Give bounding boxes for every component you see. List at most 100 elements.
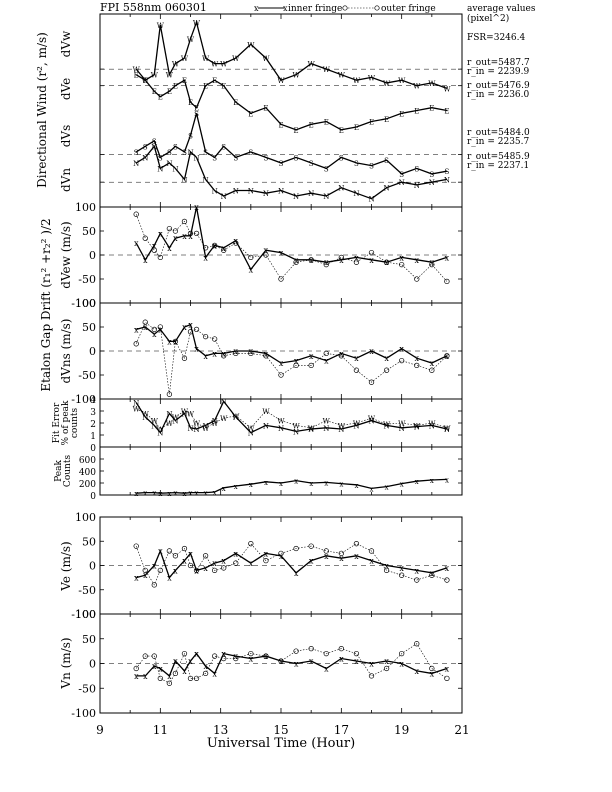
legend-inner-marker-left: x <box>254 4 259 13</box>
data-point-n: N <box>293 428 299 436</box>
data-point-inner: x <box>445 664 450 673</box>
data-point-outer <box>399 572 405 578</box>
data-point-dvn: N <box>399 179 405 187</box>
y-tick-label: 0 <box>90 444 96 454</box>
data-point-dve: E <box>194 105 199 113</box>
data-point-inner: x <box>188 657 193 666</box>
data-point-w: W <box>262 408 270 416</box>
data-point-outer <box>293 545 299 552</box>
data-point-w: W <box>353 420 361 428</box>
data-point-outer <box>308 646 314 652</box>
data-point-outer <box>221 247 227 253</box>
y-label-fit-error-1: Fit Error <box>52 402 62 443</box>
data-point-outer <box>353 650 360 657</box>
data-point-n: N <box>166 410 172 418</box>
data-point-inner: x <box>294 660 299 669</box>
x-axis-label: Universal Time (Hour) <box>207 736 355 751</box>
data-point-inner: x <box>158 229 163 238</box>
side-value-r-in: r_in = 2235.7 <box>467 137 530 147</box>
data-point-dvs: S <box>194 110 199 118</box>
data-point-w: W <box>383 421 391 429</box>
data-point-outer <box>172 228 179 234</box>
data-point-w: W <box>323 418 331 426</box>
data-point-dve: E <box>158 94 163 102</box>
data-point-dvs: S <box>233 154 238 162</box>
data-point-inner: x <box>279 249 284 258</box>
data-point-dvs: S <box>354 160 359 168</box>
y-label-etalon-gap-drift: Etalon Gap Drift (r₁² +r₂² )/2 <box>39 218 53 391</box>
data-point-n: N <box>368 418 374 426</box>
data-point-inner: x <box>173 337 178 346</box>
data-point-outer <box>193 230 200 237</box>
data-point-inner: x <box>414 354 419 363</box>
data-point-dvw: W <box>383 80 391 88</box>
data-point-inner: x <box>414 566 419 575</box>
data-point-inner: x <box>384 562 389 571</box>
data-point-inner: x <box>309 657 314 666</box>
series-line-outer <box>135 643 448 684</box>
data-point-counts: x <box>370 485 374 493</box>
y-tick-label: 0 <box>89 345 96 358</box>
data-point-dvw: W <box>338 72 346 80</box>
data-point-dvw: W <box>277 77 285 85</box>
data-point-n: N <box>212 418 218 426</box>
data-point-counts: x <box>213 489 217 497</box>
x-axis: 9 11 13 15 17 19 21 <box>96 14 470 737</box>
data-point-n: N <box>263 422 269 430</box>
y-tick-label: 4 <box>90 396 96 406</box>
y-tick-label: 1 <box>90 432 96 442</box>
data-point-outer <box>383 567 390 573</box>
data-point-inner: x <box>430 258 435 267</box>
data-point-inner: x <box>173 566 178 575</box>
data-point-outer <box>248 650 254 657</box>
data-point-outer <box>166 680 173 686</box>
y-tick-label: 600 <box>79 456 96 466</box>
data-point-outer <box>278 372 284 378</box>
data-point-inner: x <box>143 571 148 580</box>
data-point-outer <box>338 646 344 652</box>
legend: x x inner fringe outer fringe <box>254 4 436 14</box>
data-point-dvw: W <box>133 66 141 74</box>
data-point-inner: x <box>430 669 435 678</box>
data-point-outer <box>429 367 435 373</box>
data-point-outer <box>308 543 314 549</box>
data-point-w: W <box>428 420 436 428</box>
y-tick-label: 50 <box>82 321 96 334</box>
data-point-outer <box>399 650 405 657</box>
x-tick-label: 11 <box>153 723 168 737</box>
data-point-dve: E <box>233 99 238 107</box>
data-point-outer <box>444 353 450 359</box>
data-point-dvs: S <box>203 149 208 157</box>
data-point-dvs: S <box>429 171 434 179</box>
data-point-inner: x <box>134 239 139 248</box>
data-point-inner: x <box>212 241 217 250</box>
data-point-dve: E <box>173 83 178 91</box>
data-point-inner: x <box>158 547 163 556</box>
x-tick-label: 19 <box>394 723 409 737</box>
data-point-counts: x <box>385 484 389 492</box>
data-point-inner: x <box>264 246 269 255</box>
data-point-inner: x <box>369 660 374 669</box>
data-point-dvn: N <box>221 193 227 201</box>
data-point-dvs: S <box>445 168 450 176</box>
data-point-inner: x <box>294 569 299 578</box>
data-point-counts: x <box>167 490 171 498</box>
series-line-dvw <box>135 20 448 90</box>
data-point-outer <box>166 225 173 232</box>
series-line-inner <box>136 652 448 677</box>
data-point-dvn: N <box>323 193 329 201</box>
data-point-outer <box>166 391 173 397</box>
y-tick-label: -100 <box>71 393 96 406</box>
data-point-inner: x <box>264 652 269 661</box>
data-point-dvs: S <box>188 132 193 140</box>
y-tick-label: 100 <box>75 297 96 310</box>
y-label-dvn: dVn <box>59 168 73 192</box>
chart-title: FPI 558nm 060301 <box>100 1 207 14</box>
data-point-dvw: W <box>308 61 316 69</box>
series-line-dvs <box>135 113 448 175</box>
data-point-n: N <box>384 422 390 430</box>
data-point-inner: x <box>158 325 163 334</box>
data-point-outer <box>248 541 254 547</box>
y-tick-label: 50 <box>82 633 96 646</box>
